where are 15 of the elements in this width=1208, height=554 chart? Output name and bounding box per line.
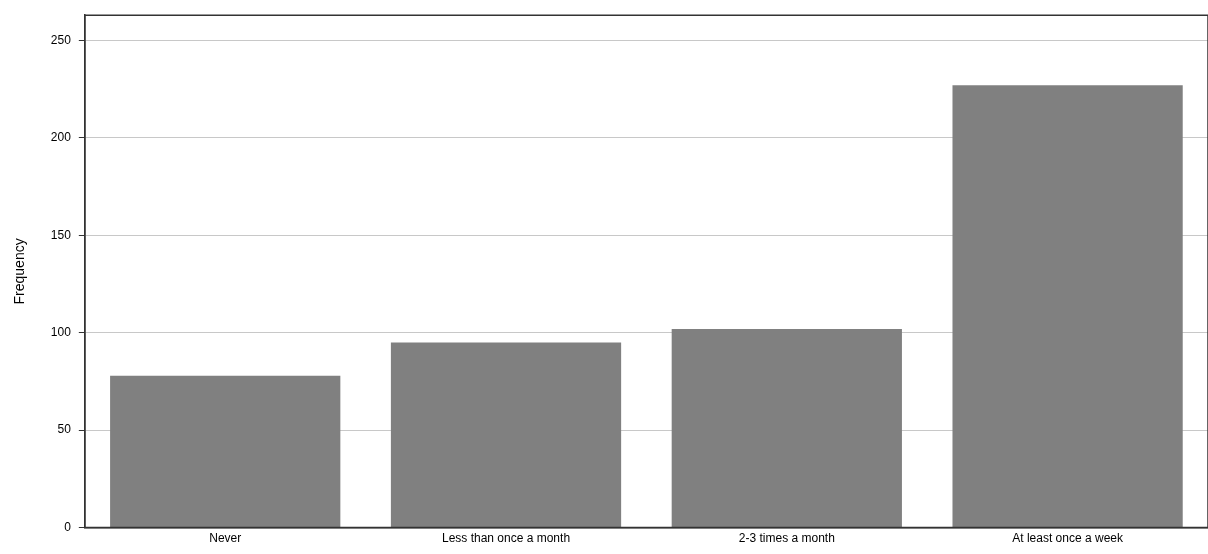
y-tick-label: 0	[64, 519, 72, 534]
y-tick-label: 100	[50, 325, 72, 340]
x-tick-label: Never	[209, 531, 242, 546]
bar	[952, 85, 1183, 528]
x-tick-label: 2-3 times a month	[738, 531, 835, 546]
x-tick-label: At least once a week	[1012, 531, 1124, 546]
x-tick-label: Less than once a month	[441, 531, 571, 546]
y-axis-title: Frequency	[11, 238, 28, 305]
y-tick-label: 200	[50, 130, 72, 145]
y-tick-label: 150	[50, 227, 72, 242]
y-tick-label: 50	[57, 422, 72, 437]
bar	[671, 328, 902, 528]
bar	[390, 342, 622, 528]
bar	[110, 375, 341, 528]
y-tick-label: 250	[50, 32, 72, 47]
